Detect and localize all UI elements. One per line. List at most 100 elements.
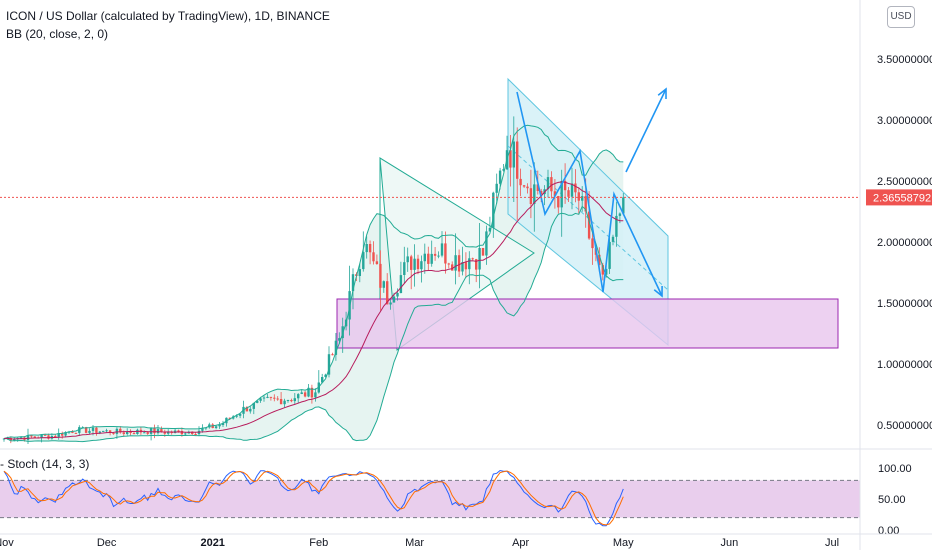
candle-body (502, 169, 505, 171)
candle (78, 425, 81, 436)
candle (88, 428, 91, 435)
candle-body (249, 408, 252, 412)
candle (396, 288, 399, 301)
candle (519, 168, 522, 197)
price-tick-label: 0.50000000 (877, 420, 932, 432)
candle (464, 252, 468, 278)
candle-body (74, 432, 78, 434)
candle-body (146, 432, 149, 434)
candle-body (307, 387, 310, 397)
time-tick-label: Mar (405, 537, 424, 549)
candle-body (201, 428, 204, 431)
candle-body (160, 429, 163, 432)
candle (249, 406, 252, 414)
candle (317, 370, 320, 394)
candle-body (269, 396, 273, 398)
candle (57, 428, 60, 440)
candle-body (447, 263, 450, 265)
candle-body (276, 398, 279, 400)
candle-body (218, 425, 221, 427)
currency-button[interactable]: USD (887, 6, 915, 28)
candle (437, 251, 440, 259)
support-zone-rect (336, 298, 839, 349)
candle-body (64, 432, 67, 436)
candle-body (608, 241, 611, 269)
time-tick-label: Nov (0, 537, 14, 549)
candle (560, 169, 563, 237)
candle-body (293, 398, 296, 402)
candle (286, 399, 290, 403)
candle-body (283, 400, 286, 405)
bollinger-lines (3, 124, 624, 443)
candle (509, 135, 512, 187)
candle-body (615, 215, 618, 237)
candle-body (88, 430, 91, 433)
candle-body (546, 177, 550, 190)
candle-body (611, 236, 615, 242)
candle-body (601, 265, 604, 275)
candle (570, 167, 574, 210)
candle-body (560, 181, 563, 208)
candle-body (587, 211, 591, 239)
candle-body (440, 243, 444, 256)
candle-body (153, 428, 156, 434)
candle-body (26, 435, 30, 440)
candle (293, 393, 296, 405)
candle (310, 384, 314, 404)
stoch-legend-label: Stoch (14, 3, 3) (7, 457, 90, 471)
current-price-label: 2.36558792 (873, 192, 931, 204)
candle (622, 193, 625, 216)
candle-body (98, 431, 101, 433)
candle (194, 432, 197, 436)
candle-body (557, 196, 560, 208)
candle-body (433, 253, 437, 256)
candle-body (375, 261, 379, 264)
candle (221, 420, 225, 427)
candle (379, 250, 382, 311)
candle-body (184, 433, 187, 435)
candle-body (468, 258, 471, 270)
candle-body (57, 433, 60, 437)
candle (533, 162, 536, 232)
candle-body (584, 196, 587, 212)
candle-body (310, 387, 314, 398)
candle (358, 263, 361, 283)
price-tick-label: 2.50000000 (877, 176, 932, 188)
candle (156, 425, 160, 435)
candle (416, 254, 420, 275)
candle-body (324, 374, 327, 377)
candle (327, 346, 331, 378)
candle-body (622, 197, 625, 214)
support-zone[interactable] (336, 298, 839, 349)
breakout-arrow-head (657, 87, 667, 100)
candle (410, 254, 413, 290)
candle (495, 173, 498, 204)
stoch-panel (0, 448, 932, 527)
projection-arrows[interactable] (516, 87, 667, 298)
candle-body (413, 258, 416, 270)
candle-body (516, 141, 519, 179)
price-tick-label: 3.50000000 (877, 54, 932, 66)
candle-body (451, 264, 454, 271)
candle-body (605, 268, 608, 275)
candle (362, 231, 365, 272)
candle-body (334, 340, 338, 355)
candle (132, 432, 136, 435)
candle (447, 262, 450, 269)
candle-body (382, 281, 385, 288)
candle-body (358, 269, 361, 276)
candle-body (430, 253, 433, 264)
candle-body (33, 436, 36, 438)
candle (279, 392, 283, 405)
time-tick-label: May (613, 537, 634, 549)
candle-body (13, 439, 16, 441)
candle-body (108, 430, 112, 433)
candle-body (457, 255, 461, 272)
candle-body (362, 252, 365, 270)
candle-body (214, 426, 218, 428)
time-tick-label: Feb (309, 537, 328, 549)
candle-body (399, 275, 403, 293)
wave-path-arrow (516, 91, 663, 297)
